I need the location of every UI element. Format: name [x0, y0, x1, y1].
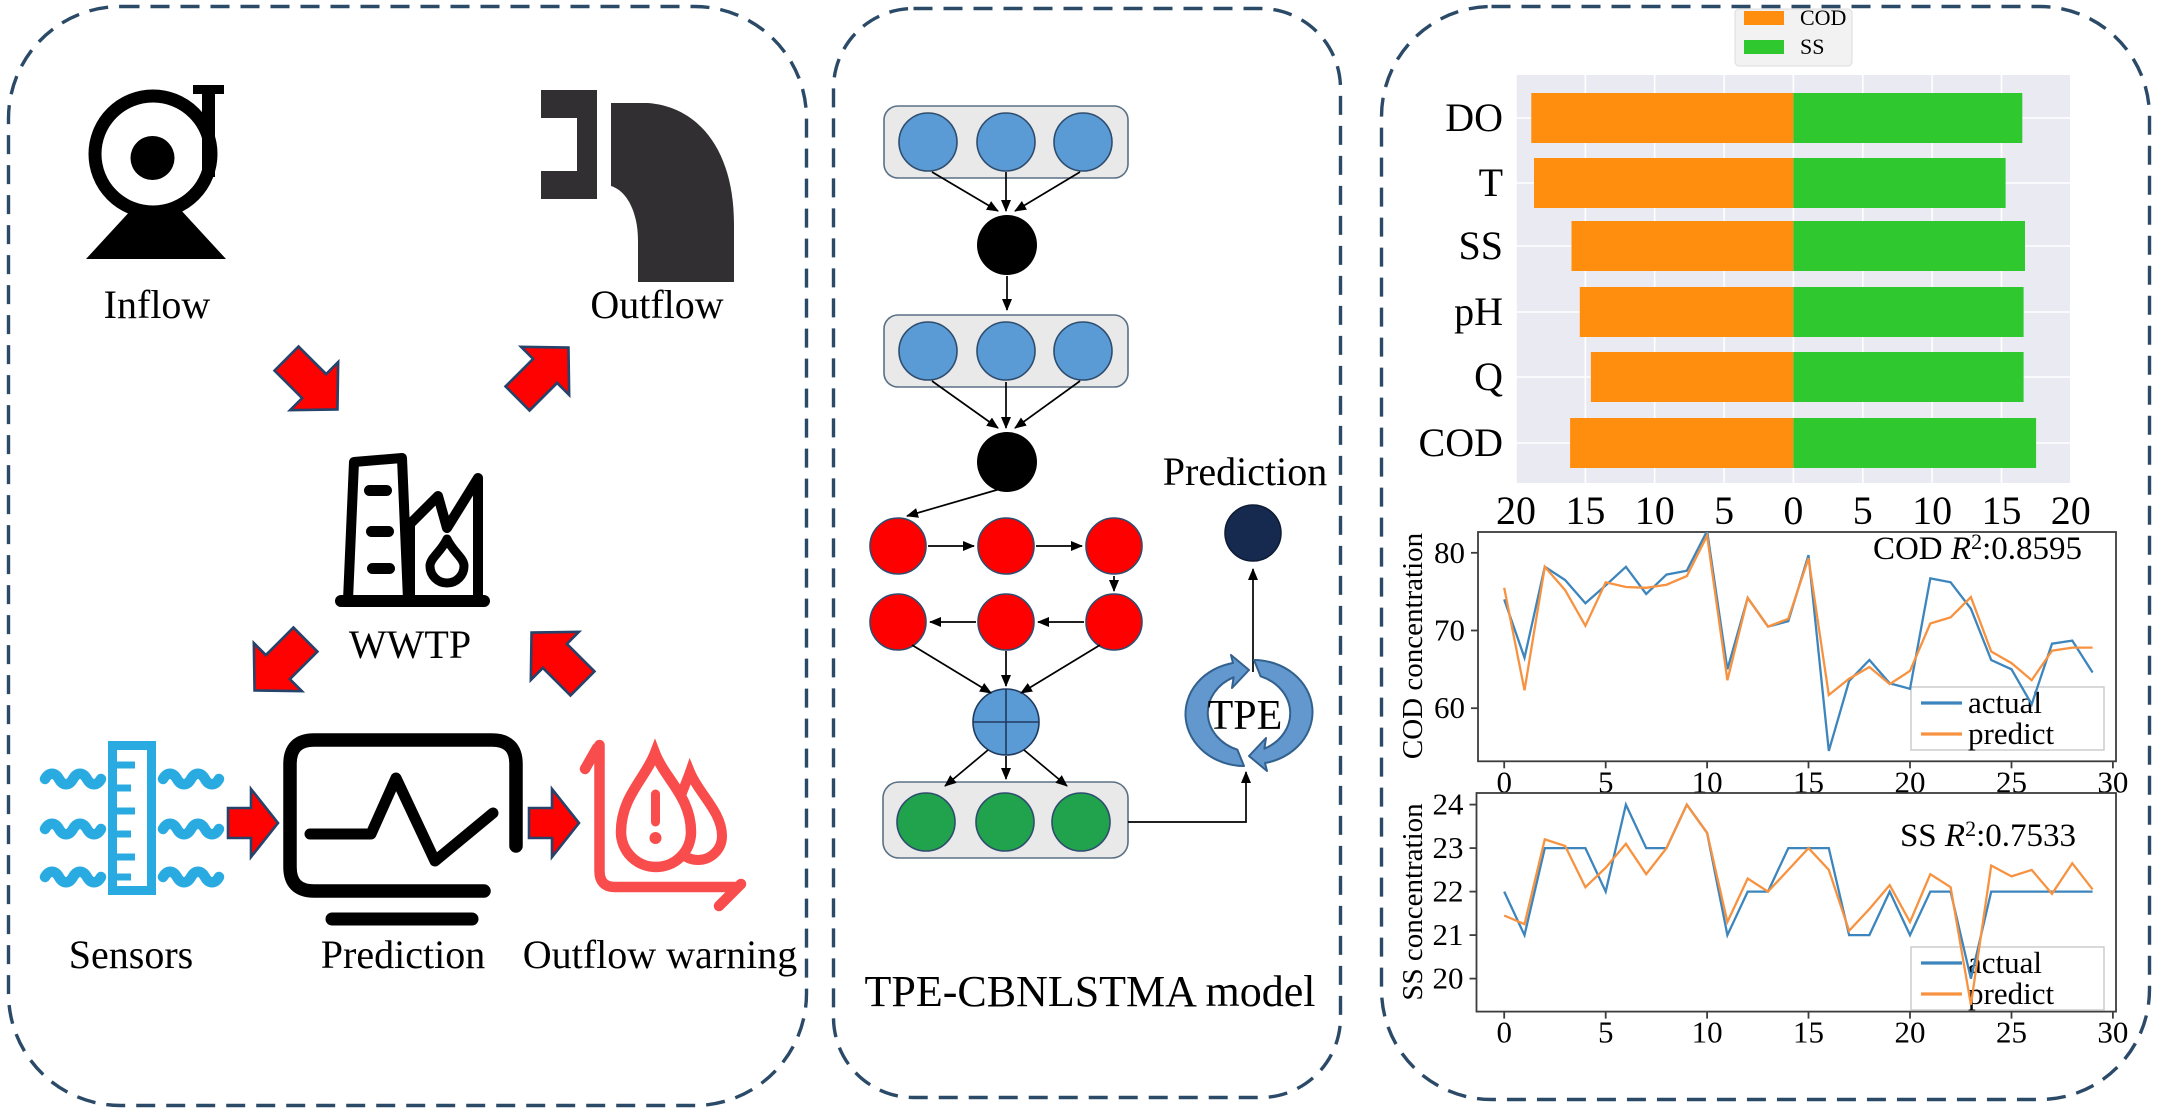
svg-text:70: 70	[1434, 613, 1465, 648]
svg-text:60: 60	[1434, 690, 1465, 725]
svg-text:Prediction: Prediction	[1163, 449, 1327, 494]
svg-text:5: 5	[1598, 764, 1614, 799]
svg-text:COD concentration: COD concentration	[1397, 532, 1429, 759]
svg-text:20: 20	[1433, 961, 1464, 996]
svg-text:5: 5	[1853, 488, 1873, 533]
svg-text:5: 5	[1598, 1015, 1614, 1050]
svg-text:T: T	[1479, 160, 1503, 205]
svg-text:20: 20	[2051, 488, 2091, 533]
svg-text:COD: COD	[1800, 5, 1846, 30]
svg-text:SS R2:0.7533: SS R2:0.7533	[1900, 816, 2076, 854]
svg-text:SS: SS	[1800, 34, 1824, 59]
svg-text:Outflow warning: Outflow warning	[523, 932, 797, 977]
svg-text:25: 25	[1996, 1015, 2027, 1050]
svg-text:30: 30	[2097, 1015, 2128, 1050]
svg-text:WWTP: WWTP	[349, 622, 471, 667]
svg-text:0: 0	[1496, 1015, 1512, 1050]
svg-text:DO: DO	[1445, 95, 1503, 140]
svg-text:10: 10	[1912, 488, 1952, 533]
svg-text:Inflow: Inflow	[104, 282, 211, 327]
svg-text:0: 0	[1783, 488, 1803, 533]
svg-text:SS concentration: SS concentration	[1397, 803, 1429, 1001]
svg-text:15: 15	[1982, 488, 2022, 533]
svg-text:Q: Q	[1474, 354, 1503, 399]
svg-text:actual: actual	[1968, 945, 2042, 980]
svg-text:Prediction: Prediction	[321, 932, 485, 977]
svg-text:TPE-CBNLSTMA model: TPE-CBNLSTMA model	[864, 967, 1315, 1016]
svg-text:80: 80	[1434, 535, 1465, 570]
svg-text:10: 10	[1692, 1015, 1723, 1050]
svg-text:COD: COD	[1419, 420, 1503, 465]
svg-text:15: 15	[1565, 488, 1605, 533]
svg-text:22: 22	[1433, 874, 1464, 909]
svg-text:10: 10	[1635, 488, 1675, 533]
svg-text:predict: predict	[1968, 976, 2054, 1011]
svg-text:15: 15	[1793, 1015, 1824, 1050]
svg-text:predict: predict	[1968, 716, 2054, 751]
svg-text:SS: SS	[1459, 223, 1504, 268]
svg-text:5: 5	[1714, 488, 1734, 533]
svg-text:pH: pH	[1454, 289, 1503, 334]
svg-text:Sensors: Sensors	[69, 932, 193, 977]
svg-text:24: 24	[1433, 787, 1465, 822]
svg-text:20: 20	[1496, 488, 1536, 533]
svg-text:Outflow: Outflow	[590, 282, 723, 327]
svg-text:0: 0	[1496, 764, 1512, 799]
svg-text:TPE: TPE	[1208, 693, 1283, 739]
svg-text:23: 23	[1433, 830, 1464, 865]
svg-text:21: 21	[1433, 917, 1464, 952]
svg-text:20: 20	[1895, 1015, 1926, 1050]
